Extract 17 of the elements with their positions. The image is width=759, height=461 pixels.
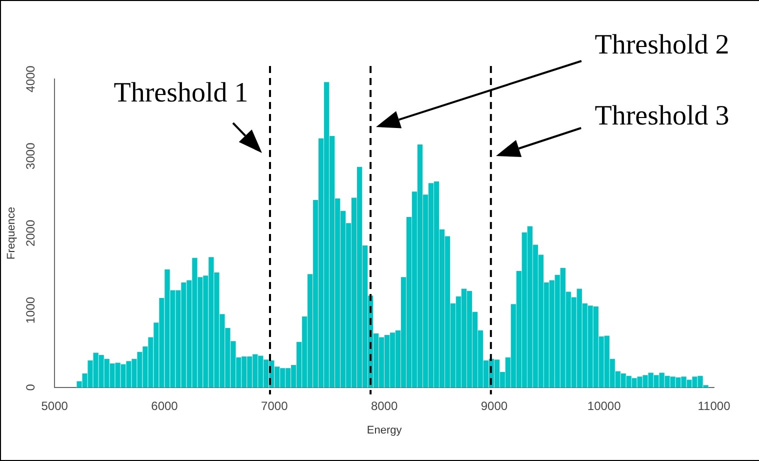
x-tick-label: 11000 [698,398,731,413]
y-tick-label: 2000 [24,220,38,247]
y-tick-label: 3000 [24,142,38,170]
y-tick-label: 4000 [24,65,38,92]
y-tick-label: 1000 [24,296,38,324]
x-tick-label: 8000 [370,398,398,413]
text: Threshold 2 [594,29,730,60]
x-tick-label: 7000 [261,398,288,413]
y-axis-title: Frequence [6,206,18,260]
y-tick-label: 0 [24,384,38,391]
annotation: Threshold 3 [594,100,730,132]
x-axis-title: Energy [366,424,402,436]
x-tick-label: 9000 [480,398,508,413]
x-tick-label: 10000 [587,398,622,413]
x-tick-label: 5000 [41,398,68,413]
x-tick-label: 6000 [151,398,178,413]
annotation: Threshold 1 [114,77,248,108]
